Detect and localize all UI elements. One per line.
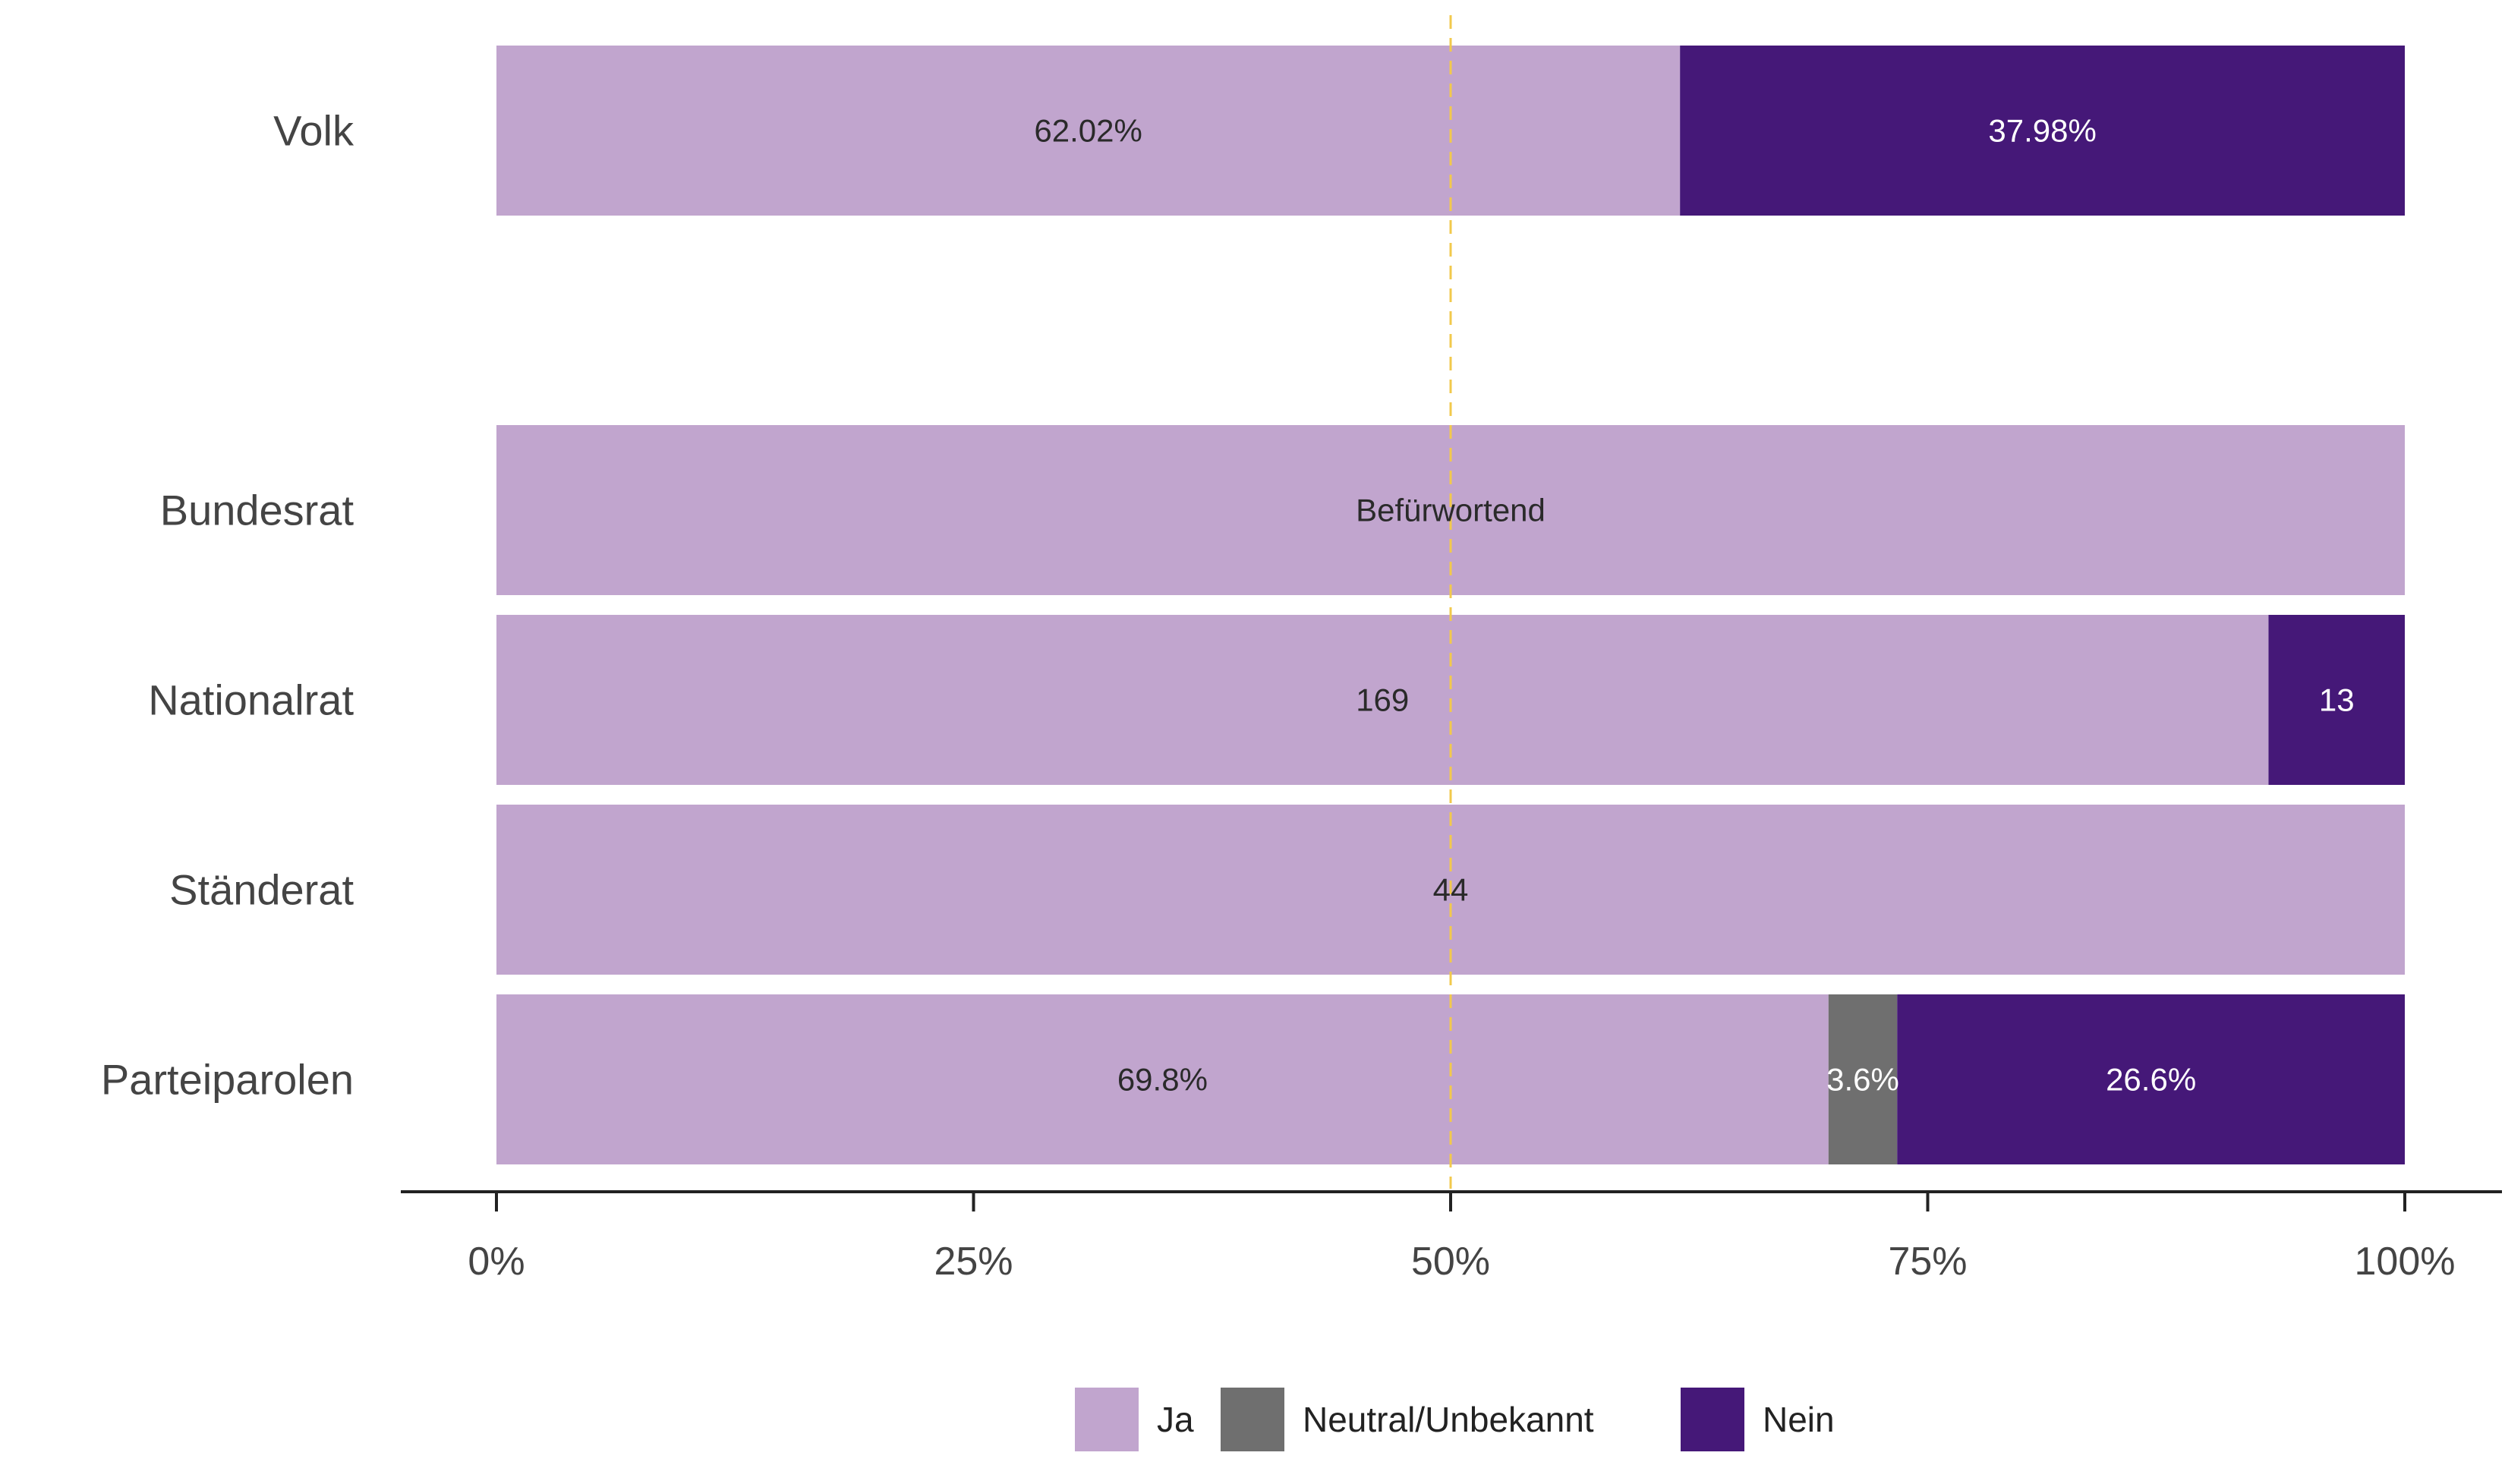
bar-volk-nein xyxy=(1680,46,2405,216)
category-label-standerat: Ständerat xyxy=(169,866,354,914)
bar-label-standerat-ja: 44 xyxy=(1433,872,1469,908)
bar-label-parteiparolen-nein: 26.6% xyxy=(2106,1062,2196,1098)
bar-label-parteiparolen-ja: 69.8% xyxy=(1117,1062,1208,1098)
legend-label-ja: Ja xyxy=(1157,1400,1194,1439)
bar-parteiparolen-neutral-unbekannt xyxy=(1828,994,1898,1164)
legend-swatch-nein xyxy=(1681,1388,1744,1451)
bar-parteiparolen-ja xyxy=(496,994,1829,1164)
bar-label-volk-nein: 37.98% xyxy=(1988,113,2096,149)
bar-label-volk-ja: 62.02% xyxy=(1034,113,1142,149)
bar-label-bundesrat-ja: Befürwortend xyxy=(1356,493,1546,528)
category-labels-layer: Volk Bundesrat Nationalrat Ständerat Parteip… xyxy=(101,107,354,1104)
category-label-bundesrat: Bundesrat xyxy=(160,487,354,534)
legend-swatch-ja xyxy=(1075,1388,1139,1451)
bar-label-nationalrat-nein: 13 xyxy=(2319,682,2355,718)
bar-labels-layer: 62.02% 37.98% Befürwortend 169 13 44 69.8% 3.6%… xyxy=(1034,113,2354,1098)
category-label-nationalrat: Nationalrat xyxy=(148,676,354,724)
legend-label-nein: Nein xyxy=(1763,1400,1835,1439)
legend: Ja Neutral/Unbekannt Nein xyxy=(1075,1388,1835,1451)
x-axis: 0% 25% 50% 75% 100% xyxy=(401,1190,2502,1284)
legend-swatch-neutral-unbekannt xyxy=(1221,1388,1284,1451)
bar-nationalrat-ja xyxy=(496,615,2269,785)
category-label-volk: Volk xyxy=(273,107,354,155)
bar-volk-ja xyxy=(496,46,1681,216)
x-tick-label-75: 75% xyxy=(1888,1240,1967,1284)
x-tick-label-50: 50% xyxy=(1411,1240,1490,1284)
category-label-parteiparolen: Parteiparolen xyxy=(101,1056,354,1104)
bar-nationalrat-nein xyxy=(2268,615,2405,785)
legend-label-neutral-unbekannt: Neutral/Unbekannt xyxy=(1303,1400,1594,1439)
bar-parteiparolen-nein xyxy=(1897,994,2405,1164)
x-tick-label-0: 0% xyxy=(468,1240,525,1284)
x-tick-label-25: 25% xyxy=(934,1240,1013,1284)
bar-label-parteiparolen-neutral-unbekannt: 3.6% xyxy=(1826,1062,1899,1098)
bar-label-nationalrat-ja: 169 xyxy=(1356,682,1409,718)
x-tick-label-100: 100% xyxy=(2355,1240,2456,1284)
